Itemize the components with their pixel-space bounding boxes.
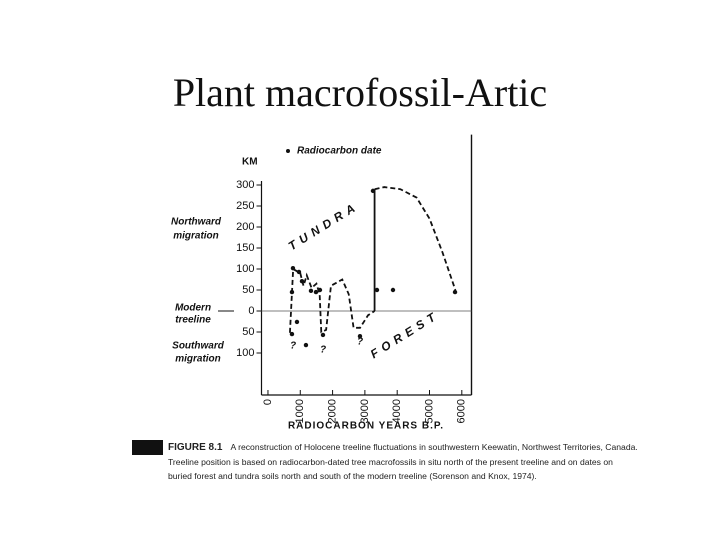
x-tick-label: 4000: [391, 399, 403, 423]
radiocarbon-date: [452, 289, 458, 295]
annotation: treeline: [175, 315, 211, 326]
y-tick-label: 150: [236, 242, 254, 254]
x-axis-label: RADIOCARBON YEARS B.P.: [288, 421, 444, 432]
y-tick-label: 0: [248, 305, 254, 317]
question-mark: ?: [320, 345, 326, 356]
annotation: Modern: [175, 303, 211, 314]
annotation: TUNDRA: [286, 199, 362, 254]
radiocarbon-date: [317, 287, 323, 293]
caption-text: A reconstruction of Holocene treeline fl…: [168, 442, 638, 481]
y-tick-label: 250: [236, 200, 254, 212]
x-tick-label: 2000: [326, 399, 338, 423]
x-tick-label: 0: [262, 399, 274, 405]
y-tick-label: 300: [236, 179, 254, 191]
question-mark: ?: [357, 337, 363, 348]
annotation: migration: [173, 231, 219, 242]
x-tick-label: 6000: [456, 399, 468, 423]
radiocarbon-date: [320, 332, 326, 338]
slide-title: Plant macrofossil-Artic: [173, 70, 547, 115]
y-tick-label: 100: [236, 263, 254, 275]
caption-label: FIGURE 8.1: [168, 442, 223, 453]
y-tick-label: 100: [236, 347, 254, 359]
x-tick-label: 5000: [423, 399, 435, 423]
radiocarbon-date: [313, 289, 319, 295]
y-tick-label: 50: [242, 326, 254, 338]
radiocarbon-date: [290, 265, 296, 271]
caption-bar: [132, 440, 163, 455]
y-tick-label: 50: [242, 284, 254, 296]
annotation: FOREST: [368, 308, 442, 362]
y-tick-label: 200: [236, 221, 254, 233]
radiocarbon-date: [370, 188, 376, 194]
x-tick-label: 1000: [294, 399, 306, 423]
radiocarbon-date: [294, 319, 300, 325]
radiocarbon-date: [303, 342, 309, 348]
annotation: migration: [175, 354, 221, 365]
radiocarbon-date: [374, 287, 380, 293]
legend-marker: [286, 149, 290, 153]
radiocarbon-date: [390, 287, 396, 293]
legend-label: Radiocarbon date: [297, 146, 382, 157]
radiocarbon-date: [299, 278, 305, 284]
x-tick-label: 3000: [359, 399, 371, 423]
y-axis-label: KM: [242, 157, 258, 168]
question-mark: ?: [290, 341, 296, 352]
annotation: Southward: [172, 341, 225, 352]
annotation: Northward: [171, 217, 222, 228]
radiocarbon-date: [289, 331, 295, 337]
treeline-curve: [289, 267, 376, 334]
radiocarbon-date: [308, 288, 314, 294]
caption: FIGURE 8.1 A reconstruction of Holocene t…: [168, 440, 638, 483]
treeline-curve: [374, 186, 457, 291]
radiocarbon-date: [357, 334, 363, 339]
radiocarbon-date: [296, 269, 302, 275]
radiocarbon-date: [289, 289, 295, 295]
